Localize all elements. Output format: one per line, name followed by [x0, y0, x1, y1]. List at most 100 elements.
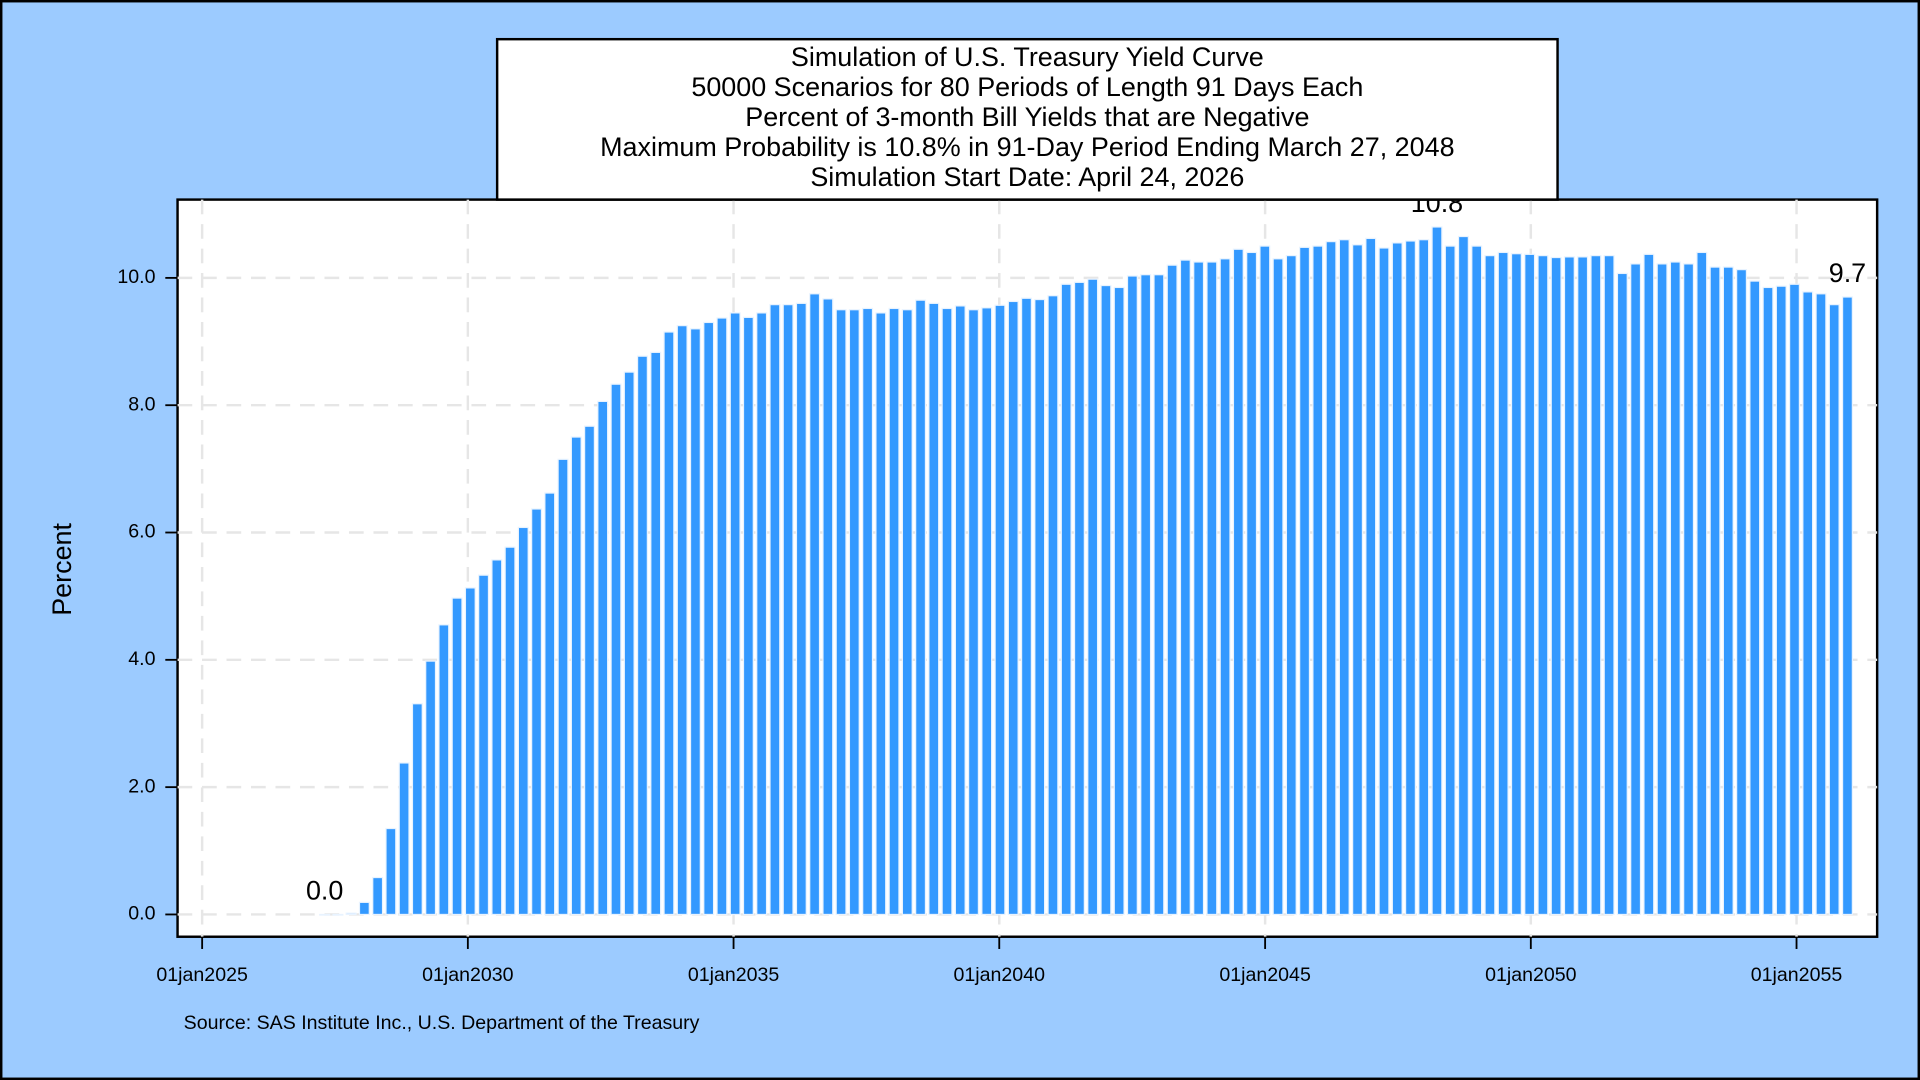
bar	[623, 371, 635, 916]
bar	[464, 587, 476, 916]
bar	[663, 331, 675, 916]
bar	[1113, 286, 1125, 916]
bar	[1656, 263, 1668, 916]
y-axis-label: Percent	[47, 522, 77, 615]
chart-title-line: Simulation of U.S. Treasury Yield Curve	[791, 42, 1264, 72]
bar	[716, 317, 728, 916]
chart-title-line: Percent of 3-month Bill Yields that are …	[745, 102, 1309, 132]
bar	[941, 307, 953, 916]
bar	[901, 309, 913, 916]
x-tick-label: 01jan2050	[1485, 964, 1577, 986]
bar	[1325, 240, 1337, 916]
bar	[1709, 266, 1721, 916]
bar	[1034, 298, 1046, 916]
bar	[1299, 246, 1311, 916]
bar	[1418, 239, 1430, 916]
bar	[1802, 291, 1814, 916]
bar	[478, 574, 490, 916]
bar	[1537, 254, 1549, 916]
bar	[1643, 253, 1655, 916]
bar	[1219, 258, 1231, 916]
bar	[1179, 259, 1191, 916]
bar	[756, 312, 768, 916]
bar	[1762, 286, 1774, 916]
bar	[1722, 266, 1734, 916]
bar	[358, 901, 370, 916]
bar	[822, 298, 834, 916]
bar	[1484, 254, 1496, 916]
bar	[1153, 274, 1165, 916]
bar	[689, 328, 701, 916]
value-label: 9.7	[1829, 258, 1866, 288]
bar	[1166, 264, 1178, 916]
title-box: Simulation of U.S. Treasury Yield Curve5…	[495, 37, 1559, 201]
bar	[994, 304, 1006, 916]
bar	[531, 508, 543, 916]
bar	[636, 355, 648, 916]
bar	[1590, 254, 1602, 916]
x-tick-label: 01jan2035	[688, 964, 780, 986]
bar	[1444, 245, 1456, 916]
bar	[954, 305, 966, 916]
bar	[1603, 254, 1615, 916]
bar	[345, 912, 357, 916]
bar	[928, 302, 940, 916]
bar	[967, 309, 980, 916]
bar	[1550, 256, 1562, 916]
bar	[1815, 293, 1827, 916]
chart-title-line: Maximum Probability is 10.8% in 91-Day P…	[600, 132, 1454, 162]
y-tick-label: 2.0	[128, 775, 155, 797]
bar	[1007, 300, 1019, 916]
bar	[1285, 254, 1297, 916]
bar	[1788, 283, 1801, 916]
value-label: 0.0	[306, 876, 343, 906]
bar	[650, 351, 662, 916]
bar	[888, 307, 900, 916]
bar	[1020, 297, 1032, 916]
bar	[1193, 261, 1205, 916]
bar	[1471, 245, 1483, 916]
bar	[1497, 251, 1509, 916]
bar	[491, 559, 503, 916]
bar	[1683, 263, 1695, 916]
plot-area	[176, 198, 1879, 938]
bar	[1457, 235, 1469, 916]
bar	[1073, 281, 1085, 916]
bar	[1669, 261, 1681, 916]
bar	[1259, 245, 1271, 916]
bar	[782, 304, 794, 916]
bar	[332, 913, 344, 916]
bar	[848, 309, 860, 916]
bar	[1828, 304, 1840, 916]
bar	[1365, 237, 1377, 916]
bar	[504, 546, 516, 916]
chart-title-line: Simulation Start Date: April 24, 2026	[810, 162, 1244, 192]
bar	[1060, 283, 1072, 916]
bar	[1338, 239, 1350, 916]
bar	[981, 307, 993, 916]
bar	[557, 458, 569, 916]
bar	[1126, 275, 1138, 916]
bar	[517, 526, 529, 916]
bar	[1140, 274, 1152, 916]
title-frame	[495, 37, 1559, 201]
bar	[742, 316, 754, 916]
bar	[451, 597, 463, 916]
bar	[1312, 245, 1324, 916]
bar	[1246, 251, 1258, 916]
bar	[1696, 251, 1708, 916]
bar	[1272, 258, 1284, 916]
bar	[1047, 295, 1059, 916]
bar	[1563, 256, 1575, 916]
bar	[1100, 284, 1112, 916]
bar	[862, 307, 874, 916]
bar	[729, 312, 741, 916]
bar	[703, 321, 715, 916]
y-tick-label: 8.0	[128, 393, 155, 415]
x-tick-label: 01jan2045	[1219, 964, 1311, 986]
bar	[875, 312, 887, 916]
bar	[1431, 226, 1443, 916]
bar	[1749, 280, 1761, 916]
